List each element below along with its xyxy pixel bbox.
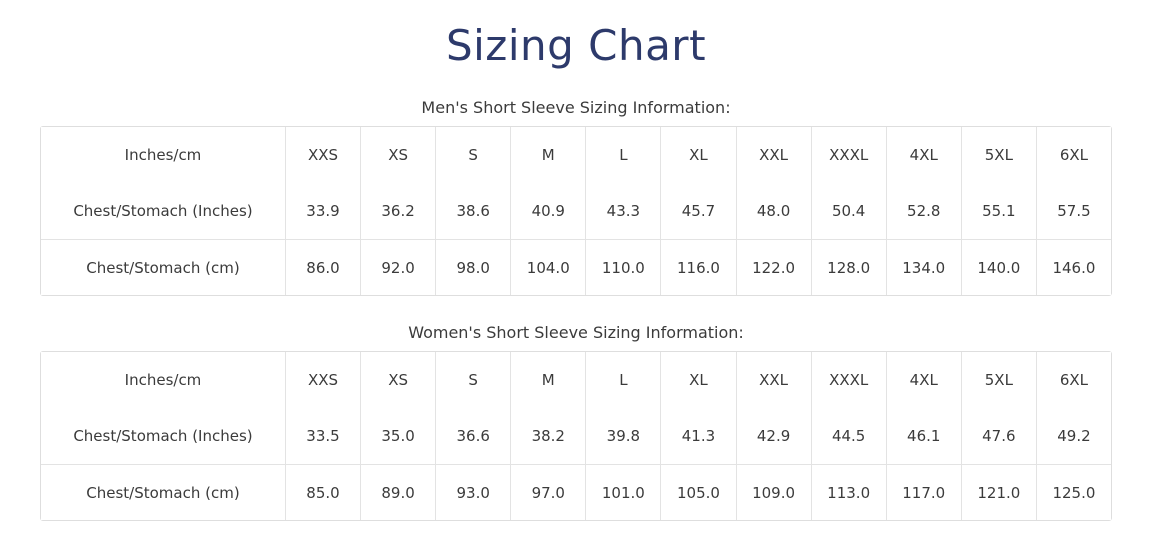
size-value-cell: 105.0: [660, 464, 736, 521]
size-value-cell: 134.0: [885, 239, 961, 296]
size-header-cell: 6XL: [1035, 352, 1111, 409]
size-value-cell: 55.1: [960, 183, 1036, 240]
header-row: Inches/cm XXS XS S M L XL XXL XXXL 4XL 5XL 6XL: [41, 127, 1111, 184]
size-header-cell: XXL: [735, 352, 811, 409]
size-value-cell: 45.7: [660, 183, 736, 240]
size-header-cell: XS: [360, 352, 436, 409]
size-header-cell: XXS: [284, 352, 361, 409]
table-caption-womens: Women's Short Sleeve Sizing Information:: [408, 323, 744, 343]
size-value-cell: 85.0: [284, 464, 361, 521]
size-value-cell: 57.5: [1035, 183, 1111, 240]
row-label-cell: Chest/Stomach (Inches): [41, 408, 285, 465]
size-value-cell: 97.0: [510, 464, 586, 521]
size-value-cell: 116.0: [660, 239, 736, 296]
table-row: Chest/Stomach (cm) 86.0 92.0 98.0 104.0 110.0…: [41, 239, 1111, 296]
size-value-cell: 33.5: [284, 408, 361, 465]
size-header-cell: XL: [660, 127, 736, 184]
size-value-cell: 33.9: [284, 183, 361, 240]
header-row: Inches/cm XXS XS S M L XL XXL XXXL 4XL 5XL 6XL: [41, 352, 1111, 409]
sizing-table-womens: Inches/cm XXS XS S M L XL XXL XXXL 4XL 5XL 6XL Chest…: [40, 351, 1112, 522]
size-value-cell: 109.0: [735, 464, 811, 521]
size-value-cell: 86.0: [284, 239, 361, 296]
sizing-section-mens: Men's Short Sleeve Sizing Information: In…: [40, 98, 1112, 297]
tables-container: Men's Short Sleeve Sizing Information: In…: [40, 98, 1112, 522]
row-label-cell: Chest/Stomach (Inches): [41, 183, 285, 240]
sizing-section-womens: Women's Short Sleeve Sizing Information:…: [40, 323, 1112, 522]
size-value-cell: 104.0: [510, 239, 586, 296]
size-header-cell: XL: [660, 352, 736, 409]
size-header-cell: S: [435, 127, 511, 184]
size-header-cell: XXL: [735, 127, 811, 184]
size-value-cell: 42.9: [735, 408, 811, 465]
size-header-cell: XXXL: [810, 352, 886, 409]
table-header: Inches/cm XXS XS S M L XL XXL XXXL 4XL 5XL 6XL: [41, 127, 1111, 184]
size-header-cell: M: [510, 352, 586, 409]
size-value-cell: 117.0: [885, 464, 961, 521]
size-value-cell: 125.0: [1035, 464, 1111, 521]
size-value-cell: 46.1: [885, 408, 961, 465]
size-value-cell: 113.0: [810, 464, 886, 521]
table-caption-mens: Men's Short Sleeve Sizing Information:: [421, 98, 731, 118]
size-value-cell: 122.0: [735, 239, 811, 296]
size-value-cell: 40.9: [510, 183, 586, 240]
size-header-cell: 4XL: [885, 352, 961, 409]
size-value-cell: 140.0: [960, 239, 1036, 296]
row-label-cell: Chest/Stomach (cm): [41, 464, 285, 521]
sizing-table-mens: Inches/cm XXS XS S M L XL XXL XXXL 4XL 5XL 6XL Chest…: [40, 126, 1112, 297]
table-body: Chest/Stomach (Inches) 33.9 36.2 38.6 40.9 43…: [41, 183, 1111, 296]
table-row: Chest/Stomach (Inches) 33.9 36.2 38.6 40.9 43…: [41, 183, 1111, 240]
size-header-cell: L: [585, 127, 661, 184]
size-header-cell: L: [585, 352, 661, 409]
size-value-cell: 47.6: [960, 408, 1036, 465]
size-header-cell: M: [510, 127, 586, 184]
size-value-cell: 110.0: [585, 239, 661, 296]
size-header-cell: XXS: [284, 127, 361, 184]
size-value-cell: 43.3: [585, 183, 661, 240]
size-value-cell: 92.0: [360, 239, 436, 296]
size-value-cell: 36.6: [435, 408, 511, 465]
table-row: Chest/Stomach (cm) 85.0 89.0 93.0 97.0 101.0 1…: [41, 464, 1111, 521]
size-header-cell: 5XL: [960, 352, 1036, 409]
size-value-cell: 128.0: [810, 239, 886, 296]
table-body: Chest/Stomach (Inches) 33.5 35.0 36.6 38.2 39…: [41, 408, 1111, 521]
size-header-cell: 5XL: [960, 127, 1036, 184]
size-value-cell: 44.5: [810, 408, 886, 465]
size-value-cell: 48.0: [735, 183, 811, 240]
size-value-cell: 39.8: [585, 408, 661, 465]
size-value-cell: 41.3: [660, 408, 736, 465]
unit-header-cell: Inches/cm: [41, 127, 285, 184]
size-value-cell: 35.0: [360, 408, 436, 465]
size-header-cell: 6XL: [1035, 127, 1111, 184]
size-header-cell: 4XL: [885, 127, 961, 184]
size-value-cell: 52.8: [885, 183, 961, 240]
size-header-cell: XS: [360, 127, 436, 184]
table-header: Inches/cm XXS XS S M L XL XXL XXXL 4XL 5XL 6XL: [41, 352, 1111, 409]
size-value-cell: 146.0: [1035, 239, 1111, 296]
row-label-cell: Chest/Stomach (cm): [41, 239, 285, 296]
size-value-cell: 121.0: [960, 464, 1036, 521]
size-value-cell: 49.2: [1035, 408, 1111, 465]
size-value-cell: 101.0: [585, 464, 661, 521]
size-value-cell: 50.4: [810, 183, 886, 240]
size-value-cell: 38.2: [510, 408, 586, 465]
table-row: Chest/Stomach (Inches) 33.5 35.0 36.6 38.2 39…: [41, 408, 1111, 465]
size-value-cell: 89.0: [360, 464, 436, 521]
size-value-cell: 93.0: [435, 464, 511, 521]
unit-header-cell: Inches/cm: [41, 352, 285, 409]
size-value-cell: 38.6: [435, 183, 511, 240]
size-header-cell: S: [435, 352, 511, 409]
size-header-cell: XXXL: [810, 127, 886, 184]
page-title: Sizing Chart: [445, 21, 707, 70]
size-value-cell: 36.2: [360, 183, 436, 240]
size-value-cell: 98.0: [435, 239, 511, 296]
